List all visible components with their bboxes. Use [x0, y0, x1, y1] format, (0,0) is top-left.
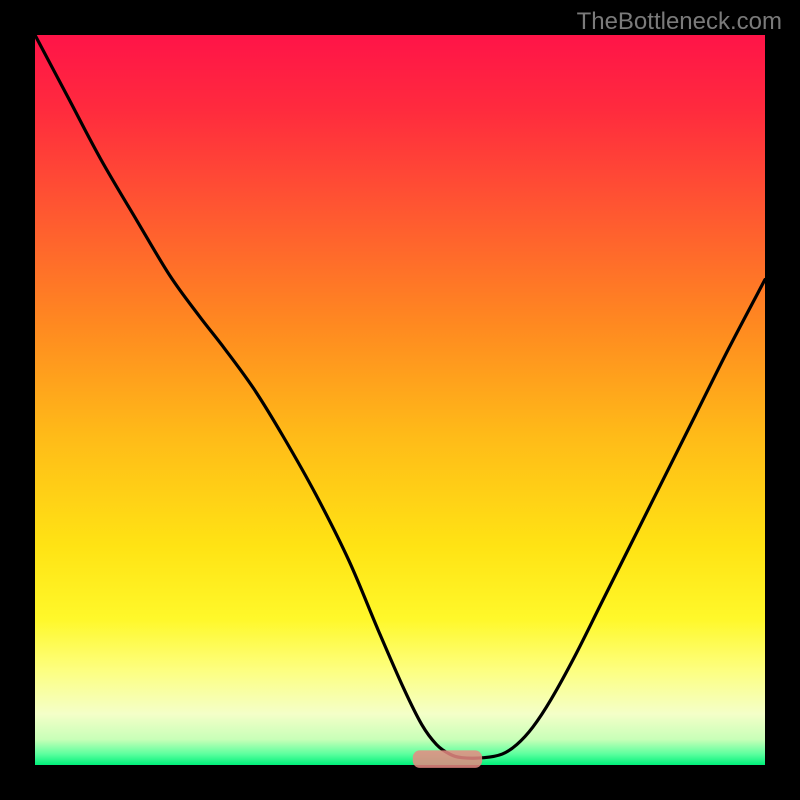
chart-container: { "watermark_text": "TheBottleneck.com",… [0, 0, 800, 800]
watermark-text: TheBottleneck.com [577, 8, 782, 36]
bottleneck-chart [0, 0, 800, 800]
minimum-marker [413, 750, 482, 768]
plot-background [35, 35, 765, 765]
